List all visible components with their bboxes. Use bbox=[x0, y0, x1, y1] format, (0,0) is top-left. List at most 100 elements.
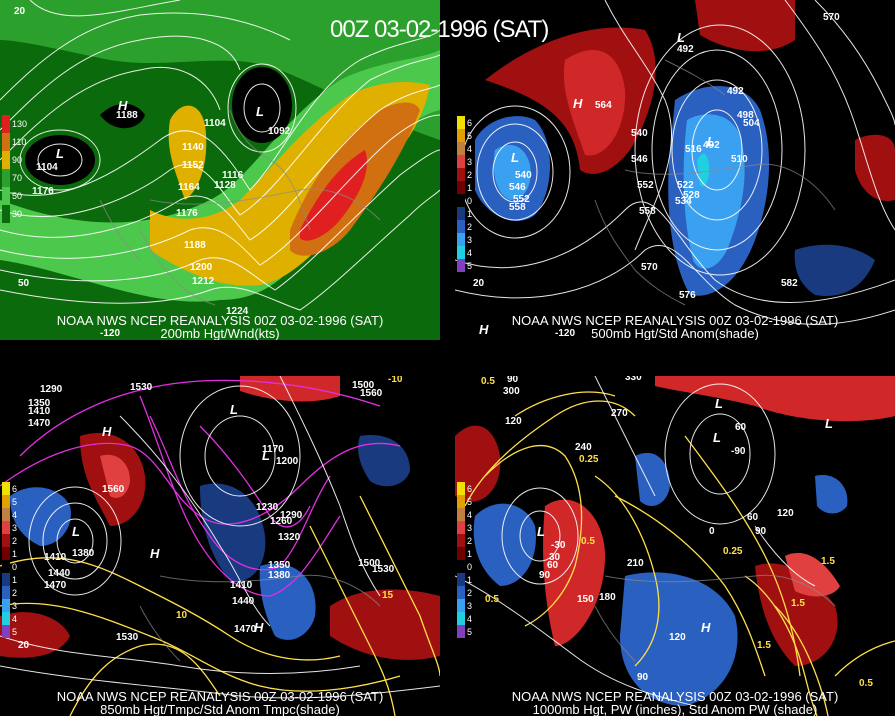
low-marker: L bbox=[262, 448, 270, 463]
scale-swatch bbox=[2, 508, 10, 521]
contour-label: 1188 bbox=[116, 110, 138, 121]
scale-entry: 90 bbox=[2, 151, 30, 169]
anom-positive-north bbox=[655, 376, 895, 422]
scale-entry: 4 bbox=[2, 612, 30, 625]
scale-entry: 2 bbox=[457, 586, 485, 599]
scale-label: 3 bbox=[467, 600, 473, 611]
contour-label: 30 bbox=[549, 552, 561, 563]
contour-label: 1290 bbox=[40, 384, 63, 395]
caption-source: NOAA NWS NCEP REANALYSIS 00Z 03-02-1996 … bbox=[56, 689, 384, 704]
scale-entry: 4 bbox=[457, 142, 485, 155]
contour-label: 1440 bbox=[48, 568, 71, 579]
anom-negative-trough-core bbox=[683, 114, 745, 269]
anom-negative-max bbox=[697, 153, 710, 187]
pw-label: 1.5 bbox=[791, 598, 805, 609]
high-marker: H bbox=[102, 424, 112, 439]
scale-entry: 3 bbox=[457, 599, 485, 612]
scale-entry: 1 bbox=[457, 181, 485, 194]
contour-label: 1560 bbox=[102, 484, 125, 495]
contour-label: 522 bbox=[677, 180, 694, 191]
low-core-west bbox=[25, 135, 95, 185]
scale-swatch bbox=[457, 560, 465, 573]
scale-swatch bbox=[457, 220, 465, 233]
contour-label: 180 bbox=[599, 592, 616, 603]
anom-positive-core bbox=[100, 454, 130, 498]
scale-label: 0 bbox=[467, 561, 473, 572]
scale-swatch bbox=[457, 155, 465, 168]
low-marker: L bbox=[256, 104, 264, 119]
contour-label: 300 bbox=[799, 376, 816, 379]
scale-entry: 3 bbox=[2, 599, 30, 612]
scale-swatch bbox=[2, 599, 10, 612]
contour-label: 60 bbox=[747, 512, 759, 523]
contour-label: 90 bbox=[637, 672, 649, 683]
contour-label: 1224 bbox=[226, 306, 249, 317]
temp-label: 15 bbox=[382, 590, 394, 601]
scale-swatch bbox=[2, 573, 10, 586]
contour-label: 528 bbox=[683, 190, 700, 201]
high-marker: H bbox=[150, 546, 160, 561]
contour-label: 564 bbox=[595, 100, 612, 111]
wind-shade-yellow-2 bbox=[168, 105, 207, 200]
contour-label: 1212 bbox=[192, 276, 215, 287]
latitude-label: 50 bbox=[18, 278, 30, 289]
contour-label: 270 bbox=[611, 408, 628, 419]
scale-label: 1 bbox=[12, 548, 18, 559]
anom-positive-pacific bbox=[543, 499, 605, 646]
scale-swatch bbox=[457, 482, 465, 495]
scale-entry: 2 bbox=[457, 220, 485, 233]
contour-label: 1320 bbox=[278, 532, 301, 543]
latitude-label: 20 bbox=[473, 278, 485, 289]
scale-swatch bbox=[2, 133, 10, 151]
low-marker: L bbox=[537, 524, 545, 539]
contour-label: 1170 bbox=[262, 444, 284, 455]
contour-label: 516 bbox=[685, 144, 702, 155]
scale-label: 5 bbox=[467, 626, 473, 637]
main-title: 00Z 03-02-1996 (SAT) bbox=[330, 16, 549, 43]
height-contours-850 bbox=[0, 376, 440, 699]
scale-swatch bbox=[2, 187, 10, 205]
cold-contours-850 bbox=[0, 379, 401, 597]
contour-label: 300 bbox=[503, 386, 520, 397]
high-marker: H bbox=[573, 96, 583, 111]
scale-swatch bbox=[2, 547, 10, 560]
caption-source: NOAA NWS NCEP REANALYSIS 00Z 03-02-1996 … bbox=[56, 313, 384, 328]
high-marker: H bbox=[254, 620, 264, 635]
anom-negative-east bbox=[815, 475, 848, 514]
scale-swatch bbox=[457, 495, 465, 508]
anom-positive-se-core bbox=[785, 552, 840, 597]
scale-entry: 30 bbox=[2, 205, 30, 223]
scale-label: 5 bbox=[467, 260, 473, 271]
pw-label: 1.5 bbox=[757, 640, 771, 651]
pw-label: 0.5 bbox=[859, 678, 873, 689]
anom-negative-gulf bbox=[259, 563, 316, 640]
scale-label: 1 bbox=[467, 574, 473, 585]
contour-label: 1188 bbox=[184, 240, 206, 251]
anom-negative-center bbox=[200, 483, 266, 582]
scale-swatch bbox=[2, 534, 10, 547]
scale-label: 2 bbox=[467, 169, 473, 180]
scale-swatch bbox=[457, 612, 465, 625]
contour-label: 120 bbox=[777, 508, 794, 519]
scale-entry: 0 bbox=[2, 560, 30, 573]
contour-label: 150 bbox=[577, 594, 594, 605]
scale-entry: 50 bbox=[2, 187, 30, 205]
scale-entry: 70 bbox=[2, 169, 30, 187]
scale-entry: 0 bbox=[457, 560, 485, 573]
scale-label: 130 bbox=[12, 119, 28, 129]
anomaly-scale: 6 5 4 3 2 1 0 1 2 3 4 5 bbox=[2, 482, 30, 638]
contour-label: 582 bbox=[781, 278, 798, 289]
scale-entry: 6 bbox=[457, 116, 485, 129]
anom-negative-north bbox=[635, 452, 670, 506]
contour-label: 240 bbox=[575, 442, 592, 453]
scale-swatch bbox=[2, 625, 10, 638]
contour-label: 546 bbox=[509, 182, 526, 193]
contour-label: 492 bbox=[677, 44, 694, 55]
scale-entry: 4 bbox=[457, 508, 485, 521]
scale-entry: 5 bbox=[457, 259, 485, 272]
scale-swatch bbox=[457, 194, 465, 207]
calm-region bbox=[100, 103, 145, 129]
anom-positive-east bbox=[855, 134, 895, 201]
scale-label: 1 bbox=[467, 208, 473, 219]
